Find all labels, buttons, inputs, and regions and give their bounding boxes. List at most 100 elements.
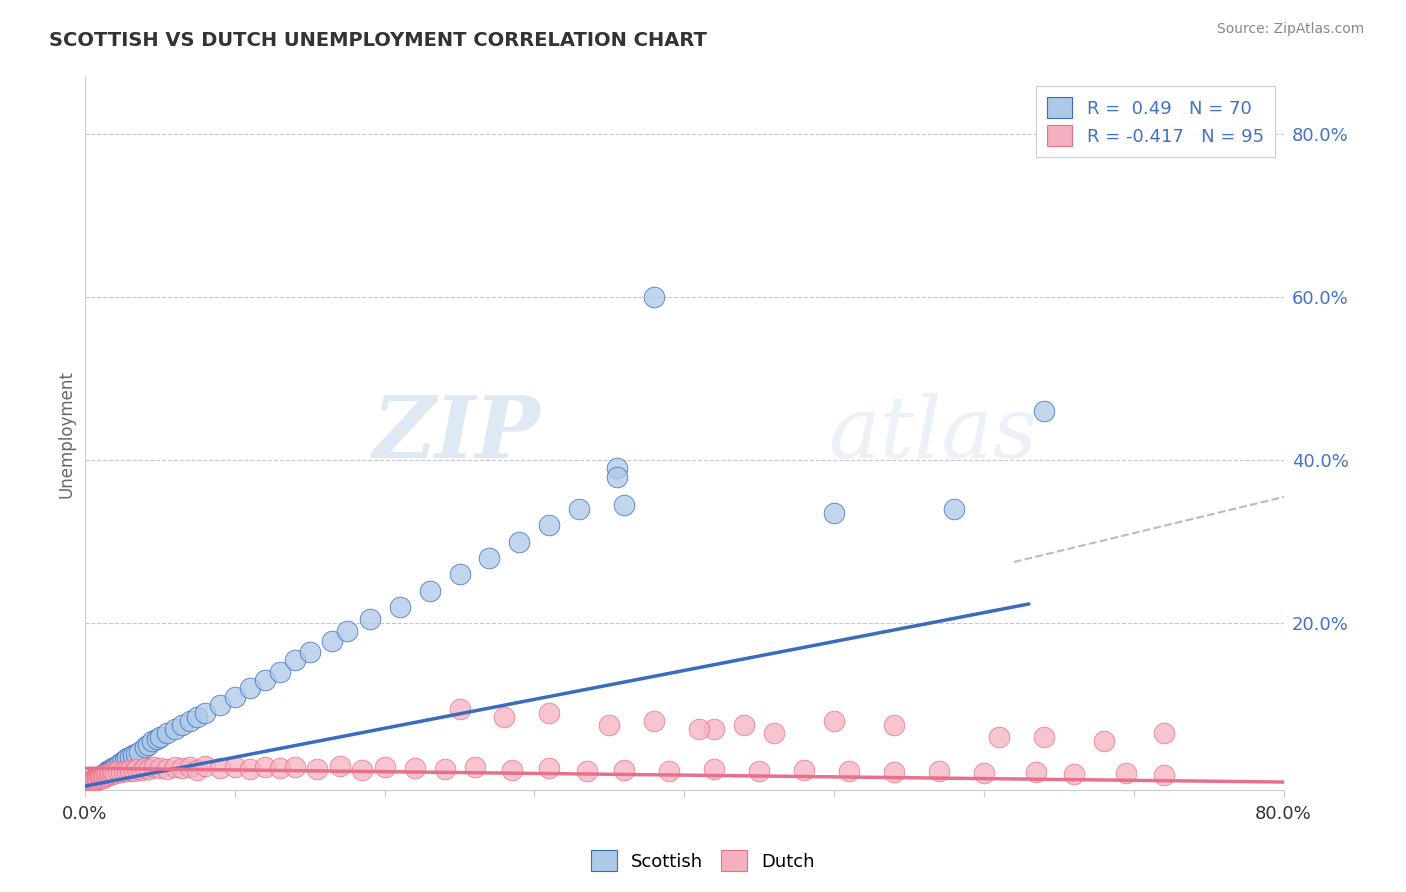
Point <box>89 771 111 785</box>
Point <box>93 767 115 781</box>
Text: SCOTTISH VS DUTCH UNEMPLOYMENT CORRELATION CHART: SCOTTISH VS DUTCH UNEMPLOYMENT CORRELATI… <box>49 31 707 50</box>
Point <box>703 722 725 736</box>
Point <box>269 665 291 679</box>
Point <box>269 761 291 775</box>
Point <box>104 766 127 780</box>
Point <box>748 764 770 779</box>
Point <box>1063 767 1085 781</box>
Point <box>253 673 276 688</box>
Point <box>1032 404 1054 418</box>
Point <box>733 718 755 732</box>
Point <box>643 290 665 304</box>
Point <box>80 775 103 789</box>
Point <box>208 698 231 712</box>
Point <box>111 755 134 769</box>
Point <box>107 758 129 772</box>
Point <box>80 774 103 789</box>
Point <box>101 761 124 775</box>
Point <box>97 768 120 782</box>
Text: atlas: atlas <box>828 392 1038 475</box>
Point <box>149 731 172 745</box>
Point <box>1153 768 1175 782</box>
Point <box>253 759 276 773</box>
Point <box>208 761 231 775</box>
Point <box>79 776 101 790</box>
Point <box>239 681 262 696</box>
Point <box>86 772 108 786</box>
Point <box>138 762 160 776</box>
Point <box>163 722 186 736</box>
Point <box>83 773 105 788</box>
Point <box>194 758 217 772</box>
Point <box>82 773 104 788</box>
Point <box>86 771 108 785</box>
Point <box>568 502 591 516</box>
Point <box>82 774 104 789</box>
Point <box>124 764 146 778</box>
Point <box>838 764 860 778</box>
Point <box>823 714 845 728</box>
Point <box>103 765 125 780</box>
Point <box>703 762 725 776</box>
Point <box>463 760 485 774</box>
Point <box>943 502 966 516</box>
Point <box>538 518 561 533</box>
Point <box>89 769 111 783</box>
Point <box>142 760 165 774</box>
Point <box>793 763 815 777</box>
Point <box>388 599 411 614</box>
Point <box>87 770 110 784</box>
Point <box>114 753 136 767</box>
Point <box>883 718 905 732</box>
Text: ZIP: ZIP <box>373 392 540 475</box>
Point <box>131 763 153 777</box>
Point <box>97 764 120 778</box>
Point <box>118 749 141 764</box>
Point <box>91 768 114 782</box>
Point <box>494 710 516 724</box>
Point <box>96 767 118 781</box>
Point <box>186 763 208 777</box>
Point <box>84 772 107 787</box>
Point <box>883 765 905 780</box>
Point <box>239 762 262 776</box>
Point <box>613 763 636 777</box>
Point <box>449 702 471 716</box>
Point <box>179 714 201 728</box>
Point <box>84 773 107 788</box>
Point <box>86 772 108 787</box>
Point <box>89 769 111 783</box>
Point <box>928 764 950 779</box>
Legend: Scottish, Dutch: Scottish, Dutch <box>585 843 821 879</box>
Point <box>284 653 307 667</box>
Point <box>172 761 194 775</box>
Point <box>179 759 201 773</box>
Point <box>146 731 169 746</box>
Point <box>77 776 100 790</box>
Point <box>87 771 110 785</box>
Point <box>1032 731 1054 745</box>
Point <box>84 772 107 786</box>
Point <box>82 772 104 787</box>
Point <box>100 766 122 780</box>
Point <box>136 739 159 753</box>
Point <box>115 751 138 765</box>
Point <box>112 764 135 778</box>
Point <box>598 718 620 732</box>
Point <box>172 718 194 732</box>
Point <box>501 763 523 777</box>
Point <box>1115 766 1137 780</box>
Point <box>110 765 132 780</box>
Point <box>194 706 217 720</box>
Point <box>128 745 150 759</box>
Point <box>101 767 124 781</box>
Point <box>104 760 127 774</box>
Y-axis label: Unemployment: Unemployment <box>58 370 75 498</box>
Point <box>87 770 110 784</box>
Point <box>82 773 104 788</box>
Point <box>90 768 112 782</box>
Point <box>538 706 561 720</box>
Point <box>156 726 179 740</box>
Point <box>80 773 103 788</box>
Point <box>91 771 114 785</box>
